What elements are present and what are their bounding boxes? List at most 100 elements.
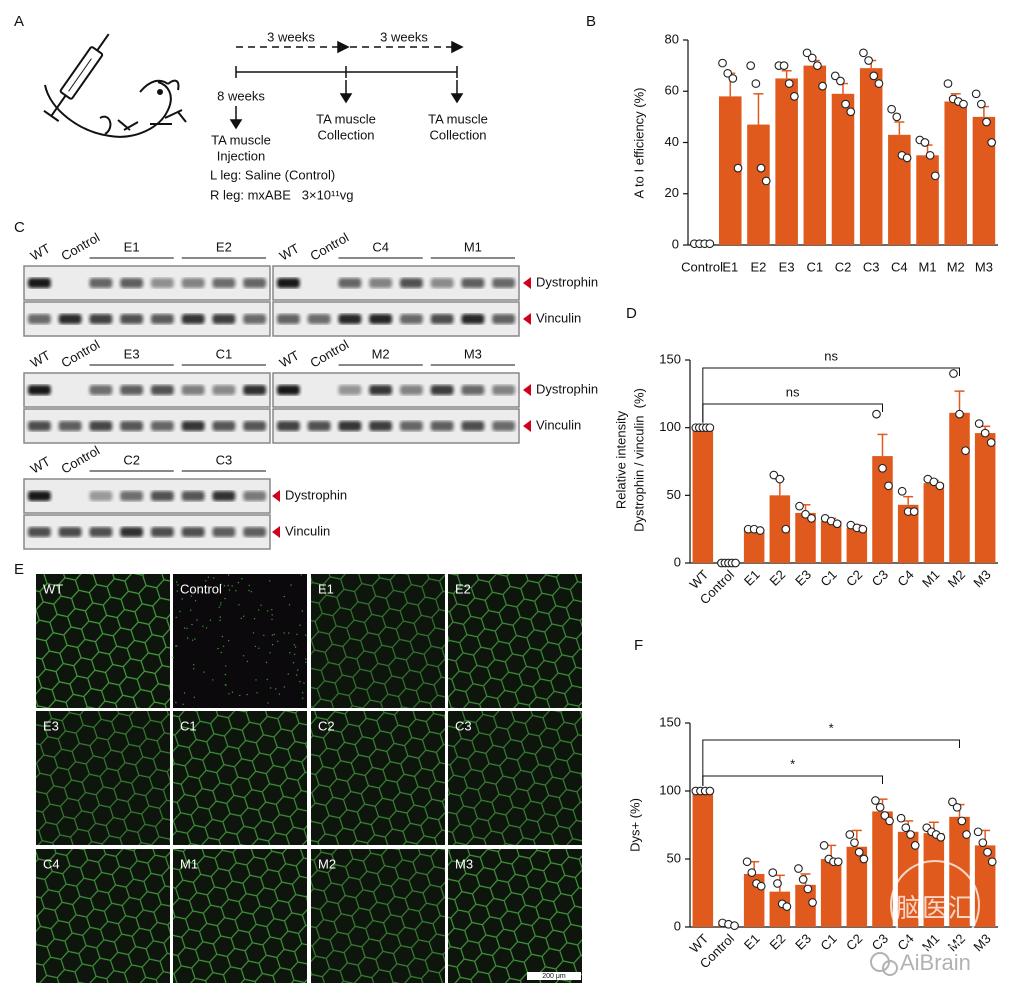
speckle — [275, 688, 277, 690]
tile-label: M1 — [180, 856, 198, 871]
speckle — [205, 627, 208, 629]
marker-arrow — [272, 490, 280, 502]
speckle — [220, 604, 222, 606]
speckle — [289, 652, 291, 654]
blot-band — [181, 385, 205, 395]
significance-bracket — [702, 739, 960, 786]
data-point — [971, 89, 981, 99]
blot-band — [369, 421, 392, 431]
speckle — [263, 634, 265, 637]
marker-label: Vinculin — [536, 310, 581, 325]
speckle — [212, 679, 214, 681]
blot-band — [338, 385, 362, 395]
data-point — [854, 847, 864, 857]
cell-membranes — [173, 849, 307, 983]
speckle — [202, 625, 204, 627]
data-point — [909, 507, 919, 516]
x-tick-label: C1 — [807, 259, 824, 274]
marker-label: Vinculin — [285, 523, 330, 538]
step-label: TA muscle — [316, 111, 376, 126]
bar — [775, 78, 798, 245]
speckle — [179, 610, 181, 613]
speckle — [305, 661, 307, 663]
blot-band — [307, 421, 331, 431]
speckle — [250, 591, 253, 593]
tile-label: E1 — [318, 581, 334, 596]
data-point — [962, 830, 971, 839]
speckle — [241, 578, 243, 580]
speckle — [271, 614, 273, 616]
data-point — [832, 519, 842, 529]
bar — [719, 96, 742, 245]
tile-label: C2 — [318, 718, 335, 733]
speckle — [242, 655, 245, 657]
speckle — [193, 668, 195, 670]
speckle — [300, 574, 302, 576]
blot-band — [338, 421, 362, 431]
speckle — [305, 658, 307, 660]
blot-band — [243, 314, 266, 324]
speckle — [246, 693, 248, 696]
watermark: 脑医汇 AiBrain — [870, 860, 980, 976]
timeline — [229, 40, 464, 130]
speckle — [217, 647, 219, 650]
blot-band — [89, 527, 113, 537]
y-tick-label: 0 — [672, 236, 679, 251]
blot-band — [369, 314, 392, 324]
panel-letter: F — [634, 637, 643, 654]
speckle — [220, 651, 222, 654]
cell-membranes — [311, 711, 445, 845]
significance-bracket — [702, 367, 960, 423]
speckle — [225, 665, 227, 667]
speckle — [277, 640, 279, 642]
speckle — [269, 580, 271, 582]
blot-band — [492, 314, 515, 324]
data-point — [775, 474, 785, 484]
blot-band — [212, 278, 236, 288]
interval-label: 3 weeks — [380, 29, 428, 44]
speckle — [224, 684, 226, 686]
data-point — [718, 58, 727, 68]
speckle — [224, 673, 227, 676]
content: WT Control E1 E2 WT Control C4 M1DystrophinVinc… — [23, 31, 998, 983]
data-point — [859, 854, 869, 864]
speckle — [191, 623, 193, 626]
blot-band — [151, 491, 174, 501]
bar — [846, 527, 868, 563]
speckle — [186, 627, 188, 629]
blot-band — [243, 491, 266, 501]
significance-bracket — [702, 403, 883, 423]
cell-membranes — [311, 849, 445, 983]
blot-band — [307, 314, 331, 324]
tile-label: E2 — [455, 581, 471, 596]
data-point — [769, 470, 779, 480]
data-point — [885, 816, 894, 826]
data-point — [768, 868, 778, 877]
data-point — [705, 786, 715, 796]
speckle — [305, 634, 307, 636]
speckle — [267, 702, 269, 704]
significance-label: ns — [786, 384, 800, 399]
data-point — [957, 816, 967, 826]
data-point — [952, 802, 962, 812]
data-point — [730, 921, 739, 930]
speckle — [200, 591, 202, 593]
cell-membranes — [36, 574, 170, 708]
speckle — [238, 604, 240, 606]
speckle — [301, 610, 303, 612]
data-point — [846, 107, 856, 117]
group-label: E3 — [124, 346, 140, 361]
blot-band — [430, 278, 454, 288]
speckle — [299, 624, 301, 626]
y-tick-label: 0 — [674, 554, 681, 569]
step-label: Collection — [317, 127, 374, 142]
speckle — [228, 589, 231, 591]
speckle — [183, 627, 186, 629]
blot-band — [151, 527, 174, 537]
tile-label: Control — [180, 581, 222, 596]
data-point — [901, 823, 911, 833]
data-point — [920, 138, 930, 147]
x-tick-label: E1 — [722, 259, 738, 274]
bar — [747, 124, 770, 245]
marker-arrow — [523, 384, 531, 396]
